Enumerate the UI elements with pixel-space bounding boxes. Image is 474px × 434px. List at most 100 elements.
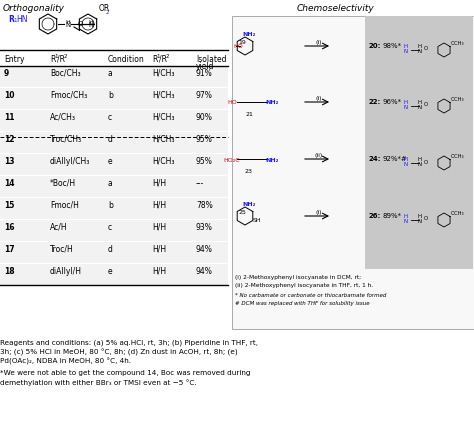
Text: 93%: 93% — [196, 223, 213, 231]
Text: /R: /R — [57, 55, 65, 64]
Text: 78%: 78% — [196, 201, 213, 210]
Text: H
N: H N — [404, 99, 408, 110]
Text: HO₂C: HO₂C — [223, 157, 240, 162]
Bar — [0, 155, 228, 176]
Text: O: O — [424, 159, 428, 164]
Text: e: e — [108, 266, 113, 275]
Text: H/CH₃: H/CH₃ — [152, 157, 174, 166]
Text: R: R — [50, 55, 55, 64]
Text: H/H: H/H — [152, 223, 166, 231]
Text: 10: 10 — [4, 91, 15, 100]
Text: (ii) 2-Methoxyphenyl isocyanate in THF, rt, 1 h.: (ii) 2-Methoxyphenyl isocyanate in THF, … — [235, 283, 373, 287]
Text: Troc/H: Troc/H — [50, 244, 74, 253]
Text: 11: 11 — [4, 113, 15, 122]
Text: 19: 19 — [238, 40, 246, 45]
Text: O: O — [424, 102, 428, 107]
Text: OCH₃: OCH₃ — [451, 154, 465, 159]
Text: N: N — [65, 22, 70, 28]
Text: HO: HO — [227, 100, 237, 105]
Text: c: c — [108, 223, 112, 231]
Text: ---: --- — [196, 178, 204, 187]
Text: (i): (i) — [316, 96, 322, 101]
Text: H/CH₃: H/CH₃ — [152, 91, 174, 100]
Text: N: N — [88, 22, 93, 28]
Text: Condition: Condition — [108, 55, 145, 64]
Bar — [0, 220, 228, 241]
Text: R: R — [8, 14, 14, 23]
Text: d: d — [108, 244, 113, 253]
Text: Ac/H: Ac/H — [50, 223, 68, 231]
Text: 16: 16 — [4, 223, 15, 231]
Text: Reagents and conditions: (a) 5% aq.HCl, rt, 3h; (b) Piperidine in THF, rt,: Reagents and conditions: (a) 5% aq.HCl, … — [0, 339, 258, 346]
Text: 3h; (c) 5% HCl in MeOH, 80 °C, 8h; (d) Zn dust in AcOH, rt, 8h; (e): 3h; (c) 5% HCl in MeOH, 80 °C, 8h; (d) Z… — [0, 348, 237, 355]
Text: OCH₃: OCH₃ — [451, 97, 465, 102]
Text: Fmoc/CH₃: Fmoc/CH₃ — [50, 91, 87, 100]
Text: H/H: H/H — [152, 244, 166, 253]
Text: 22:: 22: — [369, 99, 381, 105]
Text: Boc/CH₃: Boc/CH₃ — [50, 69, 81, 78]
Text: 97%: 97% — [196, 91, 213, 100]
Text: H
N: H N — [404, 213, 408, 224]
Text: 15: 15 — [4, 201, 14, 210]
Text: 25: 25 — [238, 210, 246, 214]
Text: b: b — [108, 201, 113, 210]
Text: 1: 1 — [13, 19, 17, 23]
Text: H
N: H N — [418, 156, 422, 167]
Text: 95%: 95% — [196, 135, 213, 144]
Text: Orthogonality: Orthogonality — [3, 4, 65, 13]
Text: 2: 2 — [106, 10, 109, 15]
Text: OCH₃: OCH₃ — [451, 41, 465, 46]
Text: NH₂: NH₂ — [242, 32, 255, 37]
Text: a: a — [108, 178, 113, 187]
Bar — [0, 177, 228, 197]
Text: H/CH₃: H/CH₃ — [152, 113, 174, 122]
Text: *Boc/H: *Boc/H — [50, 178, 76, 187]
Text: a: a — [108, 69, 113, 78]
Text: H/H: H/H — [152, 178, 166, 187]
Text: demethylation with either BBr₃ or TMSI even at −5 °C.: demethylation with either BBr₃ or TMSI e… — [0, 378, 197, 385]
Text: SH: SH — [253, 218, 262, 223]
Text: 2: 2 — [166, 54, 170, 59]
Text: 98%*: 98%* — [383, 43, 402, 49]
Bar — [365, 17, 473, 270]
Text: (ii): (ii) — [315, 153, 323, 158]
Text: (i): (i) — [316, 210, 322, 214]
Text: H
N: H N — [418, 43, 422, 54]
Bar — [0, 111, 228, 132]
Text: Pd(OAc)₂, NDBA in MeOH, 80 °C, 4h.: Pd(OAc)₂, NDBA in MeOH, 80 °C, 4h. — [0, 357, 131, 365]
Text: e: e — [108, 157, 113, 166]
Text: OR: OR — [99, 4, 110, 13]
Text: 26:: 26: — [369, 213, 381, 218]
Text: 91%: 91% — [196, 69, 213, 78]
Text: H/CH₃: H/CH₃ — [152, 135, 174, 144]
Text: # DCM was replaced with THF for solubility issue: # DCM was replaced with THF for solubili… — [235, 300, 370, 305]
Text: H
N: H N — [404, 156, 408, 167]
Text: NH₂: NH₂ — [265, 157, 278, 162]
Bar — [0, 243, 228, 263]
Bar — [232, 17, 474, 329]
Text: 96%*: 96%* — [383, 99, 402, 105]
Text: HO: HO — [233, 44, 243, 49]
Text: (i): (i) — [316, 40, 322, 45]
Text: Troc/CH₃: Troc/CH₃ — [50, 135, 82, 144]
Bar — [0, 133, 228, 154]
Text: 24:: 24: — [369, 156, 382, 161]
Text: O: O — [424, 46, 428, 51]
Text: 21: 21 — [245, 112, 253, 117]
Text: NH₂: NH₂ — [265, 100, 278, 105]
Text: diAllyl/CH₃: diAllyl/CH₃ — [50, 157, 91, 166]
Text: H: H — [88, 20, 93, 24]
Text: * No carbamate or carbonate or thiocarbamate formed: * No carbamate or carbonate or thiocarba… — [235, 293, 386, 297]
Text: 94%: 94% — [196, 266, 213, 275]
Text: O: O — [424, 216, 428, 221]
Text: 89%*: 89%* — [383, 213, 402, 218]
Text: yield: yield — [196, 62, 215, 71]
Text: Fmoc/H: Fmoc/H — [50, 201, 79, 210]
Text: H: H — [65, 20, 70, 24]
Text: 2: 2 — [64, 54, 67, 59]
Text: H
N: H N — [404, 43, 408, 54]
Text: b: b — [108, 91, 113, 100]
Text: HN: HN — [16, 14, 27, 23]
Text: c: c — [108, 113, 112, 122]
Text: 23: 23 — [245, 169, 253, 174]
